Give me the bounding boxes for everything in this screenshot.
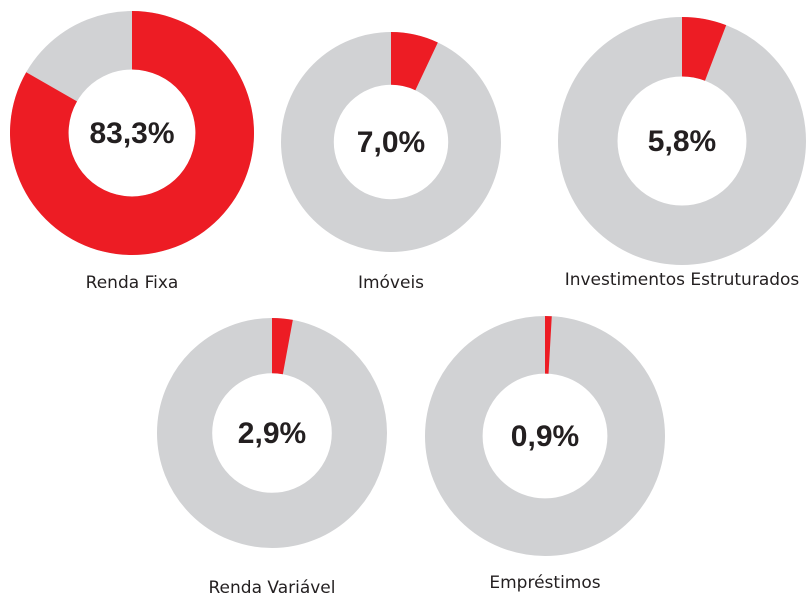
donut-segment <box>391 32 438 91</box>
donut-segment <box>545 316 552 374</box>
donut-value-label: 7,0% <box>357 126 425 159</box>
donut-value-label: 2,9% <box>238 417 306 450</box>
donut-value-label: 0,9% <box>511 420 579 453</box>
donut-segment <box>9 11 254 255</box>
donut-segment <box>682 17 727 81</box>
donut-value-label: 83,3% <box>89 117 174 150</box>
donut-label: Imóveis <box>358 273 424 293</box>
donut-label: Empréstimos <box>489 573 600 593</box>
donut-label: Investimentos Estruturados <box>565 270 800 290</box>
donut-label: Renda Fixa <box>86 273 179 293</box>
donut-label: Renda Variável <box>209 578 336 598</box>
donut-value-label: 5,8% <box>648 125 716 158</box>
donut-segment <box>272 318 293 375</box>
